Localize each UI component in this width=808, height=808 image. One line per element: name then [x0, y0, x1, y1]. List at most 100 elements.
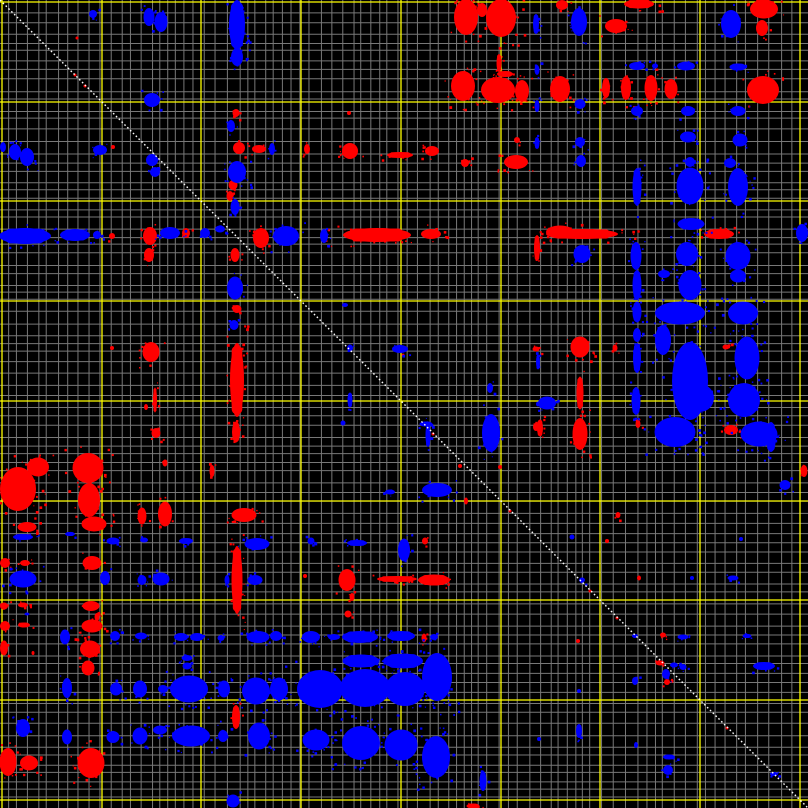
forward-matches-blob [0, 742, 23, 779]
forward-matches-blob [495, 54, 505, 77]
reverse-matches-blob [629, 104, 643, 121]
reverse-matches-blob [763, 422, 780, 462]
forward-matches-blob [228, 248, 244, 262]
reverse-matches-blob [663, 754, 680, 762]
forward-matches-blob [232, 109, 242, 122]
reverse-matches-blob [718, 4, 741, 43]
forward-matches-blob [576, 639, 580, 643]
reverse-matches-blob [173, 631, 193, 645]
reverse-matches-blob [630, 268, 645, 310]
forward-matches-blob [497, 154, 534, 174]
forward-matches-blob [464, 497, 468, 505]
forward-matches-blob [150, 427, 165, 444]
forward-matches-blob [637, 575, 641, 581]
forward-matches-blob [78, 656, 101, 676]
forward-matches-blob [140, 224, 157, 251]
reverse-matches-blob [478, 765, 491, 797]
reverse-matches-blob [215, 728, 234, 742]
forward-matches-blob [461, 157, 474, 167]
forward-matches-blob [233, 140, 249, 159]
forward-matches-blob [158, 496, 174, 529]
reverse-matches-blob [224, 573, 231, 588]
forward-matches-blob [576, 370, 585, 418]
reverse-matches-blob [779, 477, 794, 495]
reverse-matches-blob [236, 672, 279, 714]
forward-matches-blob [660, 632, 668, 641]
reverse-matches-blob [199, 228, 213, 241]
reverse-matches-blob [537, 737, 541, 741]
reverse-matches-blob [342, 303, 348, 307]
forward-matches-blob [226, 507, 264, 524]
forward-matches-blob [111, 145, 115, 149]
forward-matches-blob [662, 678, 674, 688]
reverse-matches-blob [719, 375, 770, 425]
forward-matches-blob [620, 75, 636, 109]
reverse-matches-blob [109, 628, 125, 645]
reverse-matches-blob [100, 568, 113, 585]
reverse-matches-blob [571, 245, 596, 267]
reverse-matches-blob [347, 392, 353, 411]
reverse-matches-blob [728, 333, 767, 394]
reverse-matches-blob [670, 235, 703, 275]
reverse-matches-blob [741, 633, 753, 640]
forward-matches-blob [756, 16, 773, 41]
reverse-matches-blob [164, 720, 222, 754]
reverse-matches-blob [92, 143, 108, 159]
reverse-matches-blob [569, 534, 575, 540]
reverse-matches-blob [726, 574, 741, 584]
reverse-matches-blob [296, 728, 338, 759]
forward-matches-blob [410, 571, 452, 589]
reverse-matches-blob [793, 222, 808, 244]
reverse-matches-blob [658, 268, 674, 282]
forward-matches-blob [588, 589, 592, 593]
forward-matches-blob [347, 111, 351, 115]
reverse-matches-blob [627, 238, 646, 270]
reverse-matches-blob [179, 538, 193, 548]
reverse-matches-blob [721, 296, 766, 332]
forward-matches-blob [230, 421, 245, 444]
reverse-matches-blob [723, 163, 756, 219]
reverse-matches-blob [579, 577, 588, 586]
reverse-matches-blob [215, 677, 234, 698]
forward-matches-blob [137, 503, 152, 527]
reverse-matches-blob [679, 106, 696, 121]
forward-matches-blob [81, 513, 116, 536]
reverse-matches-blob [0, 142, 9, 157]
forward-matches-blob [16, 751, 43, 777]
forward-matches-blob [81, 600, 105, 615]
forward-matches-blob [0, 601, 13, 610]
forward-matches-blob [348, 591, 357, 603]
forward-matches-blob [144, 404, 148, 410]
reverse-matches-blob [65, 531, 77, 539]
forward-matches-blob [31, 651, 35, 655]
reverse-matches-blob [226, 119, 239, 136]
forward-matches-blob [230, 702, 244, 729]
reverse-matches-blob [670, 662, 682, 670]
reverse-matches-blob [343, 538, 367, 547]
forward-matches-blob [478, 0, 527, 50]
forward-matches-blob [17, 559, 34, 566]
reverse-matches-blob [93, 230, 106, 241]
forward-matches-blob [720, 423, 742, 439]
forward-matches-blob [82, 552, 106, 570]
forward-matches-blob [249, 225, 271, 254]
reverse-matches-blob [378, 723, 429, 770]
forward-matches-blob [458, 464, 462, 468]
reverse-matches-blob [240, 629, 271, 646]
reverse-matches-blob [383, 489, 395, 497]
reverse-matches-blob [102, 536, 121, 548]
reverse-matches-blob [632, 676, 642, 685]
forward-matches-blob [533, 421, 539, 431]
reverse-matches-blob [425, 417, 434, 451]
reverse-matches-blob [227, 272, 248, 300]
forward-matches-blob [599, 15, 633, 38]
reverse-matches-blob [678, 664, 690, 672]
reverse-matches-blob [652, 62, 658, 71]
forward-matches-blob [303, 574, 307, 578]
reverse-matches-blob [574, 97, 588, 114]
forward-matches-blob [70, 740, 106, 787]
forward-matches-blob [511, 75, 535, 109]
reverse-matches-blob [237, 535, 273, 551]
